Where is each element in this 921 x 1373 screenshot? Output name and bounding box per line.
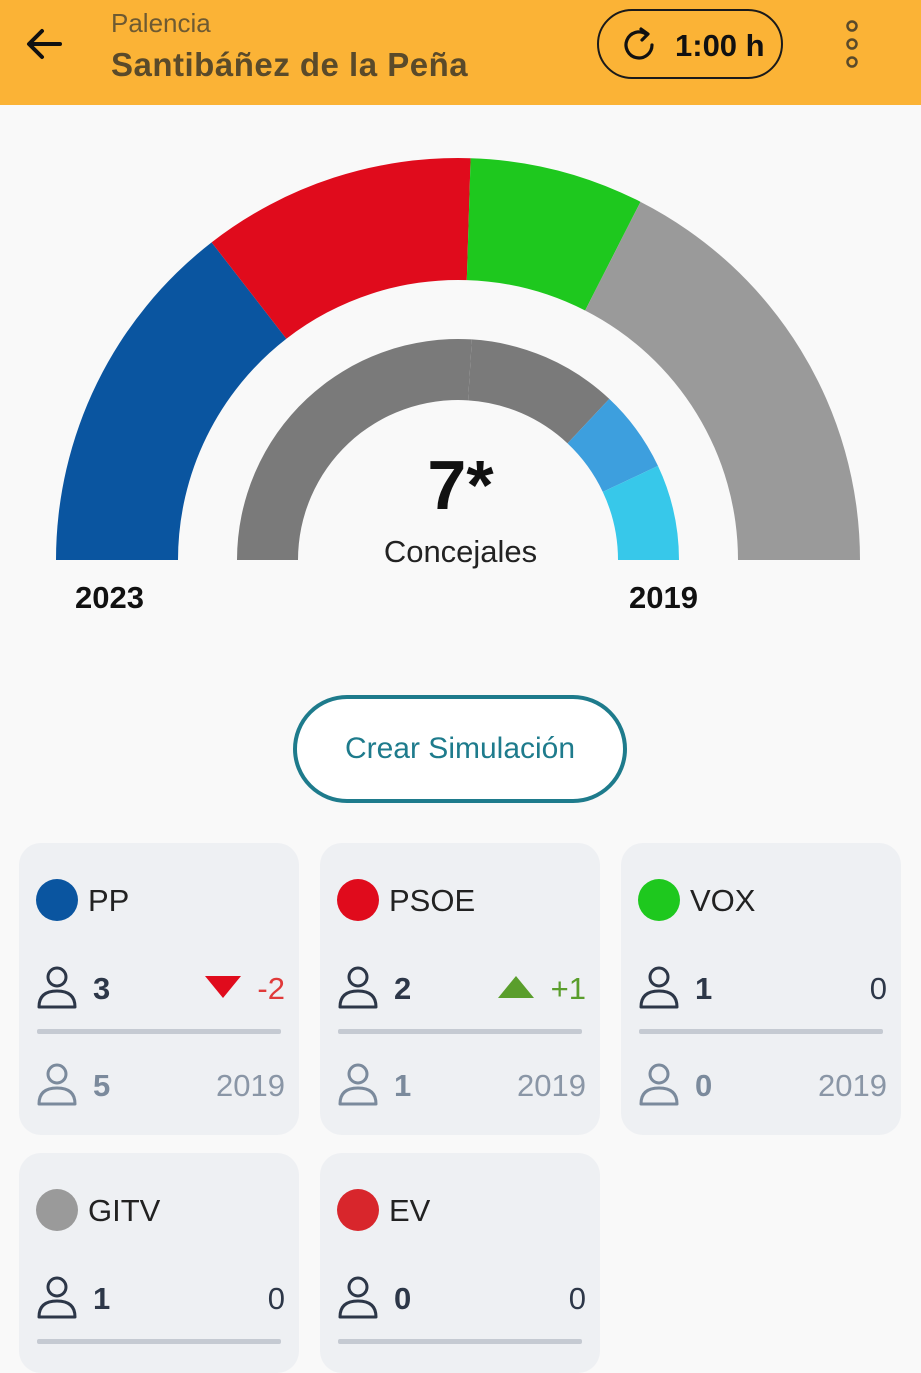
more-options-icon[interactable] (836, 18, 868, 74)
current-seats: 1 (695, 971, 713, 1006)
decrease-triangle-icon (205, 976, 241, 998)
divider (37, 1029, 281, 1034)
user-icon (338, 1063, 378, 1106)
seats-label: Concejales (383, 534, 538, 569)
seat-change: +1 (550, 971, 586, 1006)
seat-change: 0 (568, 1281, 586, 1316)
current-seats: 0 (394, 1281, 412, 1316)
party-color-dot (36, 1189, 78, 1231)
current-seats-row: 2 +1 (336, 963, 586, 1013)
user-icon (37, 1276, 77, 1319)
previous-seats-row: 0 2019 (637, 1060, 887, 1110)
refresh-icon (624, 27, 654, 60)
divider (37, 1339, 281, 1344)
previous-year: 2019 (216, 1068, 285, 1103)
total-seats: 7* (427, 446, 494, 524)
current-seats: 1 (93, 1281, 111, 1316)
user-icon (338, 1276, 378, 1319)
party-card-pp[interactable]: PP 3 -2 5 2019 (19, 843, 299, 1135)
party-color-dot (337, 879, 379, 921)
outer-ring-segment-gitv (585, 201, 860, 561)
user-icon (639, 1063, 679, 1106)
party-color-dot (337, 1189, 379, 1231)
current-seats: 2 (394, 971, 412, 1006)
top-app-bar: Palencia Santibáñez de la Peña 1:00 h (0, 0, 921, 105)
previous-year-label: 2019 (629, 580, 698, 615)
previous-seats: 1 (394, 1068, 412, 1103)
outer-ring-segment-pp (56, 242, 287, 561)
user-icon (37, 1063, 77, 1106)
inner-ring-segment-4 (602, 465, 679, 560)
current-year-label: 2023 (75, 580, 144, 615)
inner-ring-segment-2 (468, 339, 610, 444)
create-simulation-button[interactable]: Crear Simulación (293, 695, 627, 803)
user-icon (639, 966, 679, 1009)
previous-seats: 5 (93, 1068, 111, 1103)
party-name: GITV (88, 1193, 161, 1228)
inner-ring-segment-1 (237, 339, 472, 560)
hemicycle-chart (56, 158, 860, 561)
town-name: Santibáñez de la Peña (111, 46, 469, 83)
increase-triangle-icon (498, 976, 534, 998)
refresh-timer-button[interactable]: 1:00 h (597, 9, 783, 79)
party-card-ev[interactable]: EV 0 0 (320, 1153, 600, 1373)
timer-label: 1:00 h (675, 28, 765, 63)
party-card-gitv[interactable]: GITV 1 0 (19, 1153, 299, 1373)
party-card-vox[interactable]: VOX 1 0 0 2019 (621, 843, 901, 1135)
party-name: PP (88, 883, 130, 918)
divider (338, 1339, 582, 1344)
back-arrow-icon[interactable] (22, 22, 66, 66)
previous-seats-row: 1 2019 (336, 1060, 586, 1110)
user-icon (338, 966, 378, 1009)
seat-change: 0 (267, 1281, 285, 1316)
current-seats: 3 (93, 971, 111, 1006)
seat-change: 0 (869, 971, 887, 1006)
previous-year: 2019 (818, 1068, 887, 1103)
party-card-psoe[interactable]: PSOE 2 +1 1 2019 (320, 843, 600, 1135)
inner-ring-segment-3 (567, 398, 658, 492)
current-seats-row: 3 -2 (35, 963, 285, 1013)
seat-change: -2 (257, 971, 285, 1006)
previous-seats: 0 (695, 1068, 713, 1103)
outer-ring-segment-vox (466, 158, 641, 311)
divider (338, 1029, 582, 1034)
party-name: VOX (690, 883, 756, 918)
party-color-dot (638, 879, 680, 921)
previous-seats-row: 5 2019 (35, 1060, 285, 1110)
region-name: Palencia (111, 8, 211, 38)
party-name: EV (389, 1193, 431, 1228)
party-name: PSOE (389, 883, 476, 918)
divider (639, 1029, 883, 1034)
user-icon (37, 966, 77, 1009)
outer-ring-segment-psoe (211, 158, 471, 339)
previous-year: 2019 (517, 1068, 586, 1103)
party-color-dot (36, 879, 78, 921)
